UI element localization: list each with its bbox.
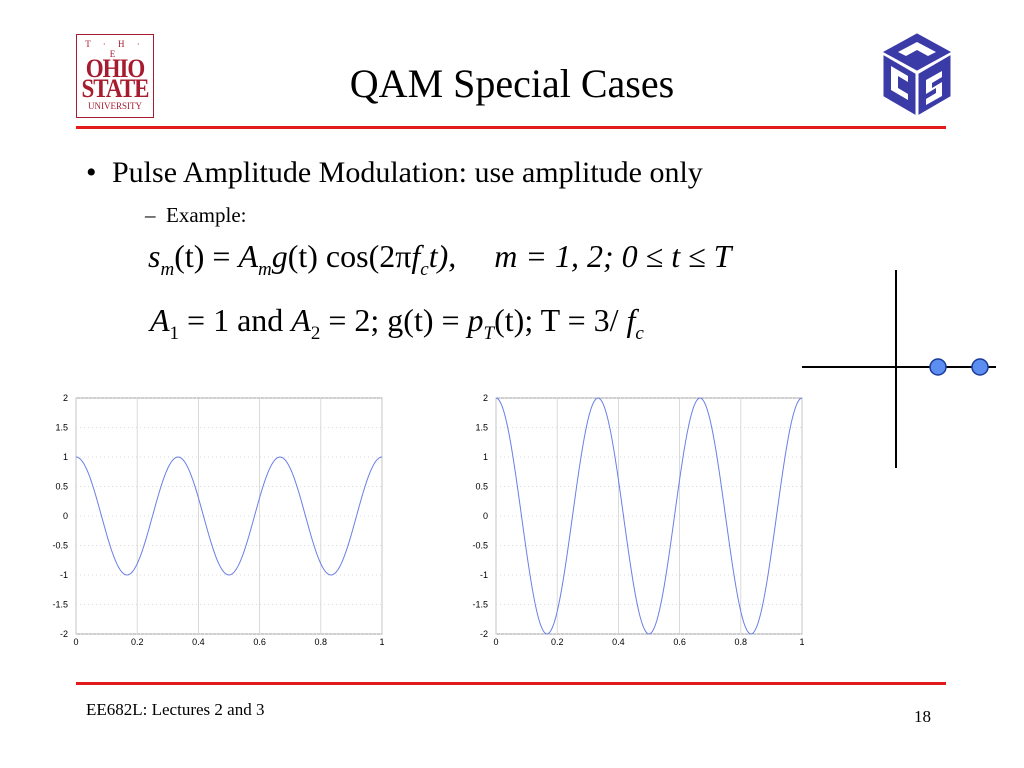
bottom-divider <box>76 682 946 685</box>
equation-signal: sm(t) = Amg(t) cos(2πfct), m = 1, 2; 0 ≤… <box>148 238 731 281</box>
slide-title: QAM Special Cases <box>349 61 675 106</box>
equation-parameters: A1 = 1 and A2 = 2; g(t) = pT(t); T = 3/ … <box>150 302 644 345</box>
eq1-cos-open: (2π <box>368 238 412 274</box>
x-tick-label: 1 <box>379 637 384 647</box>
eq2-A1-val: = 1 and <box>179 302 292 338</box>
eq1-targ: (t) = <box>174 238 239 274</box>
y-tick-label: 2 <box>63 393 68 403</box>
eq1-f-sub: c <box>420 259 429 280</box>
eq1-s-sub: m <box>160 259 175 280</box>
sub-bullet-text: Example: <box>166 203 247 227</box>
chart-amplitude-1: 0 0.2 0.4 0.6 0.8 1 2 1.5 1 0.5 0 -0.5 -1 -1.5 -2 <box>52 393 384 647</box>
y-tick-label: 1 <box>483 452 488 462</box>
eq2-A2: A <box>291 302 311 338</box>
x-tick-label: 0.4 <box>192 637 205 647</box>
y-tick-label: -1.5 <box>52 600 68 610</box>
sub-bullet-item: – Example: <box>145 203 246 228</box>
y-tick-label: 0 <box>63 511 68 521</box>
page-number: 18 <box>914 707 931 726</box>
eq1-A: A <box>238 238 258 274</box>
eq1-s: s <box>148 238 161 274</box>
osu-logo-ohio: OHIO <box>85 54 146 83</box>
y-tick-label: 1.5 <box>475 423 488 433</box>
eq2-A1: A <box>150 302 170 338</box>
eq1-range: m = 1, 2; 0 ≤ t ≤ T <box>494 238 732 274</box>
y-tick-label: -1.5 <box>472 600 488 610</box>
osu-logo-state: STATE <box>81 74 149 103</box>
eq2-A2-sub: 2 <box>310 323 321 344</box>
eq1-cos-close: t), <box>428 238 457 274</box>
x-tick-label: 0 <box>73 637 78 647</box>
eq2-fc-sub: c <box>635 323 644 344</box>
series-line <box>75 456 383 576</box>
chart-amplitude-2: 0 0.2 0.4 0.6 0.8 1 2 1.5 1 0.5 0 -0.5 -1 -1.5 -2 <box>472 393 804 647</box>
constellation-point <box>929 358 947 376</box>
eq2-fc: f <box>626 302 636 338</box>
eq1-garg: (t) cos <box>287 238 369 274</box>
y-tick-label: 0.5 <box>475 482 488 492</box>
bullet-item: • Pulse Amplitude Modulation: use amplitu… <box>86 156 703 190</box>
x-tick-label: 0 <box>493 637 498 647</box>
x-tick-label: 1 <box>799 637 804 647</box>
constellation-diagram <box>802 270 996 468</box>
y-tick-label: -1 <box>480 570 488 580</box>
eq2-p-sub: T <box>483 323 495 344</box>
osu-logo-university: UNIVERSITY <box>88 101 142 111</box>
y-tick-label: -0.5 <box>472 541 488 551</box>
footer-course: EE682L: Lectures 2 and 3 <box>86 700 265 719</box>
x-tick-label: 0.8 <box>315 637 328 647</box>
y-tick-label: 1 <box>63 452 68 462</box>
y-tick-label: -2 <box>60 629 68 639</box>
eq1-f: f <box>411 238 421 274</box>
series-line <box>495 397 803 635</box>
x-tick-label: 0.2 <box>131 637 144 647</box>
osu-logo: T · H · E OHIO STATE UNIVERSITY <box>76 34 154 118</box>
y-tick-label: 0 <box>483 511 488 521</box>
bullet-text: Pulse Amplitude Modulation: use amplitud… <box>112 156 703 189</box>
sub-bullet-marker: – <box>145 203 156 227</box>
x-tick-label: 0.8 <box>735 637 748 647</box>
y-tick-label: 1.5 <box>55 423 68 433</box>
osu-logo-the: T · H · E <box>85 39 145 59</box>
y-tick-label: -1 <box>60 570 68 580</box>
eq2-p: p <box>467 302 484 338</box>
y-tick-label: -0.5 <box>52 541 68 551</box>
x-tick-label: 0.2 <box>551 637 564 647</box>
eq2-A1-sub: 1 <box>169 323 180 344</box>
top-divider <box>76 126 946 129</box>
y-tick-label: -2 <box>480 629 488 639</box>
eq2-A2-val: = 2; g(t) = <box>320 302 468 338</box>
x-tick-label: 0.4 <box>612 637 625 647</box>
cse-cube-logo-icon <box>882 33 952 115</box>
x-tick-label: 0.6 <box>253 637 266 647</box>
x-tick-label: 0.6 <box>673 637 686 647</box>
eq1-A-sub: m <box>257 259 272 280</box>
y-tick-label: 0.5 <box>55 482 68 492</box>
constellation-point <box>971 358 989 376</box>
eq2-rest: (t); T = 3/ <box>494 302 627 338</box>
bullet-dot: • <box>86 156 97 189</box>
eq1-g: g <box>271 238 288 274</box>
y-tick-label: 2 <box>483 393 488 403</box>
